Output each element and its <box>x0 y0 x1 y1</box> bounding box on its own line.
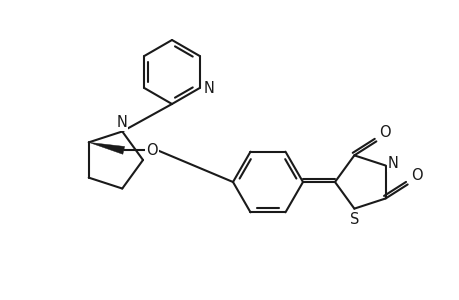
Polygon shape <box>89 142 124 154</box>
Text: S: S <box>349 212 358 226</box>
Text: N: N <box>117 116 128 130</box>
Text: N: N <box>387 156 397 171</box>
Text: O: O <box>379 125 390 140</box>
Text: O: O <box>146 143 157 158</box>
Text: O: O <box>410 169 421 184</box>
Text: N: N <box>203 80 214 95</box>
